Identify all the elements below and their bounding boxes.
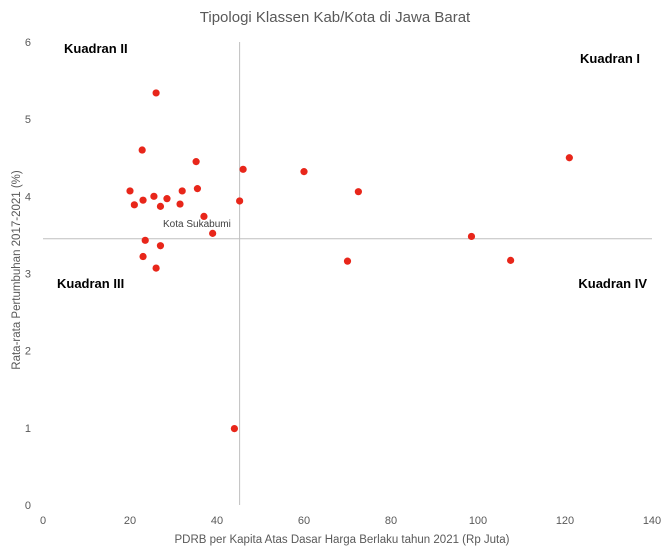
data-point xyxy=(209,229,217,237)
data-point xyxy=(239,165,247,173)
y-tick-label: 0 xyxy=(25,500,31,512)
data-point xyxy=(126,187,134,195)
data-point xyxy=(230,425,238,433)
x-axis-label: PDRB per Kapita Atas Dasar Harga Berlaku… xyxy=(175,534,510,546)
data-point xyxy=(163,195,171,203)
data-points xyxy=(126,89,573,433)
data-point xyxy=(150,192,158,200)
y-tick-label: 6 xyxy=(25,37,31,49)
x-tick-label: 100 xyxy=(469,515,487,527)
quadrant-label-4: Kuadran IV xyxy=(578,276,647,291)
data-point xyxy=(156,202,165,210)
x-tick-label: 80 xyxy=(385,515,397,527)
chart-title: Tipologi Klassen Kab/Kota di Jawa Barat xyxy=(200,9,471,26)
data-point xyxy=(354,188,362,196)
x-tick-label: 40 xyxy=(211,515,223,527)
y-axis-ticks: 0 1 2 3 4 5 6 xyxy=(25,37,31,512)
y-tick-label: 3 xyxy=(25,269,31,281)
x-tick-label: 0 xyxy=(40,515,46,527)
data-point xyxy=(130,201,138,209)
data-point xyxy=(139,196,147,204)
data-point xyxy=(192,158,200,166)
data-point xyxy=(565,154,573,162)
x-tick-label: 60 xyxy=(298,515,310,527)
x-tick-label: 120 xyxy=(556,515,574,527)
data-point xyxy=(178,187,186,195)
data-point xyxy=(200,212,208,220)
x-tick-label: 140 xyxy=(643,515,661,527)
data-point xyxy=(507,256,515,264)
data-point xyxy=(193,185,202,193)
y-tick-label: 5 xyxy=(25,114,31,126)
data-point xyxy=(141,236,149,244)
data-point xyxy=(152,264,160,272)
data-point xyxy=(156,242,165,250)
y-tick-label: 1 xyxy=(25,423,31,435)
data-point xyxy=(343,257,352,265)
x-axis-ticks: 0 20 40 60 80 100 120 140 xyxy=(40,515,661,527)
data-point xyxy=(300,168,308,176)
y-axis-label: Rata-rata Pertumbuhan 2017-2021 (%) xyxy=(11,170,23,370)
x-tick-label: 20 xyxy=(124,515,136,527)
y-tick-label: 4 xyxy=(25,191,31,203)
data-point xyxy=(236,197,244,205)
data-point xyxy=(139,252,147,261)
data-point xyxy=(176,200,184,208)
data-point xyxy=(138,146,146,154)
quadrant-label-2: Kuadran II xyxy=(64,41,128,56)
data-point xyxy=(152,89,160,97)
quadrant-label-3: Kuadran III xyxy=(57,276,124,291)
quadrant-label-1: Kuadran I xyxy=(580,51,640,66)
point-annotation: Kota Sukabumi xyxy=(163,219,231,230)
data-point xyxy=(467,232,476,241)
y-tick-label: 2 xyxy=(25,346,31,358)
